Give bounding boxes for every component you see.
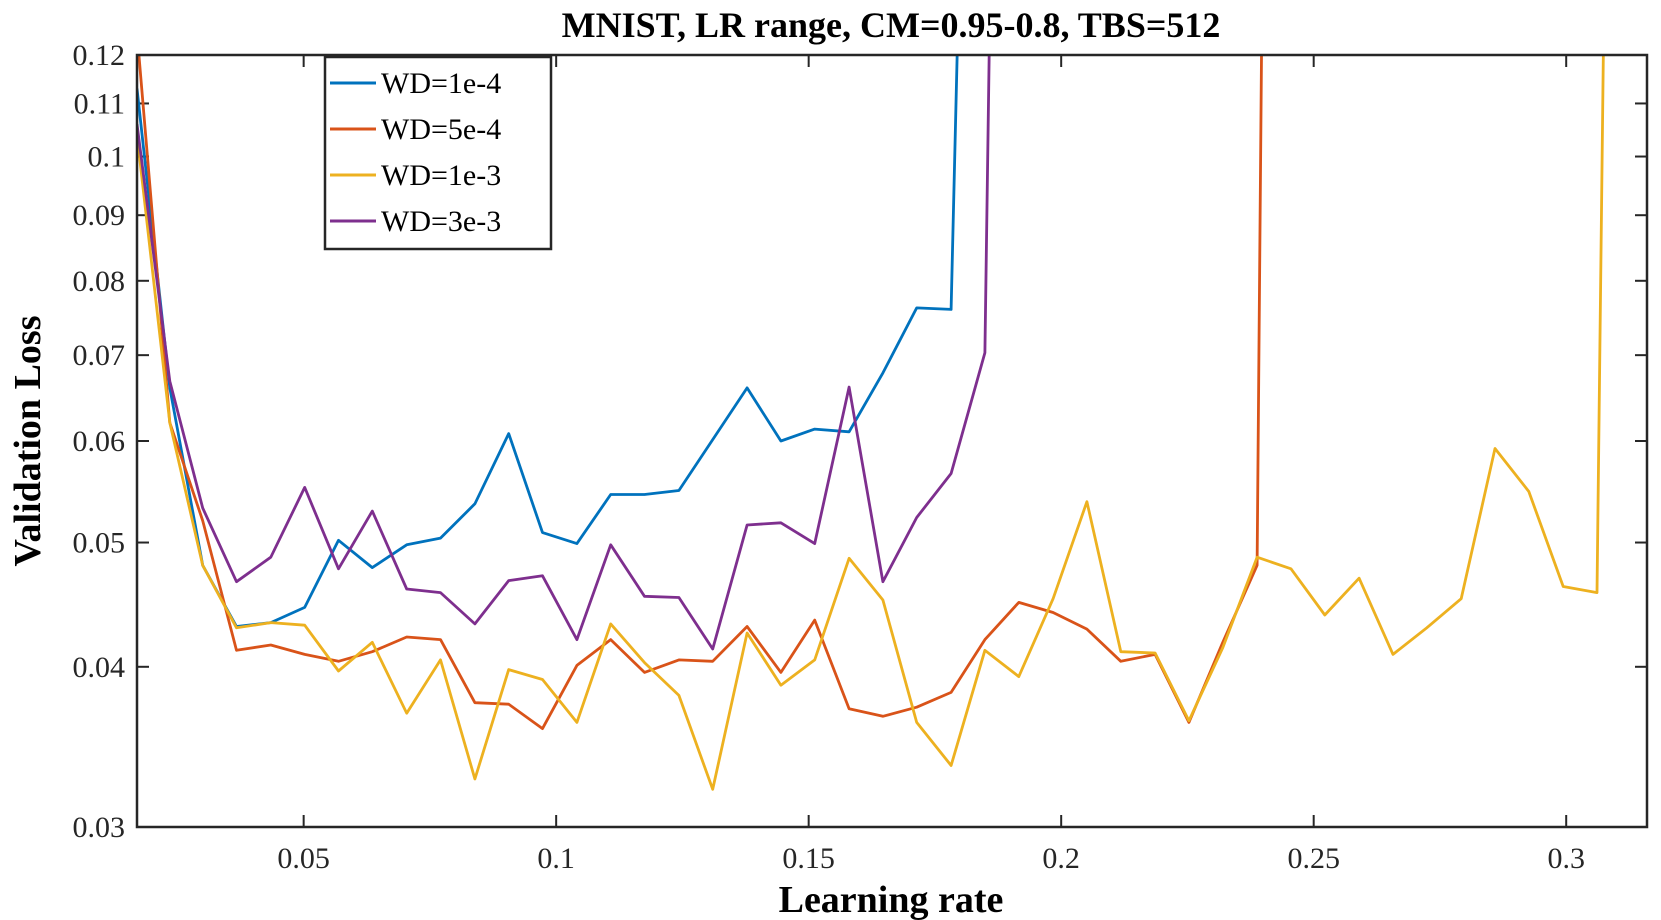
legend-label: WD=3e-3 xyxy=(381,205,501,238)
series-line xyxy=(137,55,991,651)
legend-box xyxy=(323,55,553,251)
x-tick-label: 0.3 xyxy=(1547,842,1585,875)
y-tick-label: 0.05 xyxy=(73,527,126,560)
series-line xyxy=(137,55,1263,730)
y-tick-label: 0.04 xyxy=(73,651,126,684)
series-line xyxy=(137,55,1605,791)
y-tick-label: 0.06 xyxy=(73,425,126,458)
y-tick-label: 0.09 xyxy=(73,199,126,232)
y-tick-label: 0.03 xyxy=(73,811,126,844)
y-tick-label: 0.08 xyxy=(73,265,126,298)
y-tick-label: 0.12 xyxy=(73,39,126,72)
y-tick-label: 0.11 xyxy=(74,87,125,120)
y-tick-label: 0.07 xyxy=(73,339,126,372)
x-axis-label: Learning rate xyxy=(779,879,1004,920)
legend-label: WD=1e-4 xyxy=(381,67,501,100)
legend-label: WD=1e-3 xyxy=(381,159,501,192)
x-tick-label: 0.05 xyxy=(277,842,330,875)
y-tick-label: 0.1 xyxy=(88,141,126,174)
plot-frame xyxy=(135,53,1649,829)
legend: WD=1e-4 WD=5e-4 WD=1e-3 WD=3e-3 xyxy=(323,55,553,251)
x-tick-label: 0.2 xyxy=(1042,842,1080,875)
series-lines xyxy=(137,55,1605,791)
y-axis-label: Validation Loss xyxy=(7,316,49,567)
chart-title: MNIST, LR range, CM=0.95-0.8, TBS=512 xyxy=(562,5,1221,45)
x-tick-label: 0.1 xyxy=(537,842,575,875)
x-tick-label: 0.15 xyxy=(782,842,835,875)
legend-label: WD=5e-4 xyxy=(381,113,501,146)
x-tick-label: 0.25 xyxy=(1287,842,1340,875)
tick-labels: 0.05 0.1 0.15 0.2 0.25 0.3 0.03 0.04 0.05 0.06 0.0… xyxy=(73,39,1585,875)
